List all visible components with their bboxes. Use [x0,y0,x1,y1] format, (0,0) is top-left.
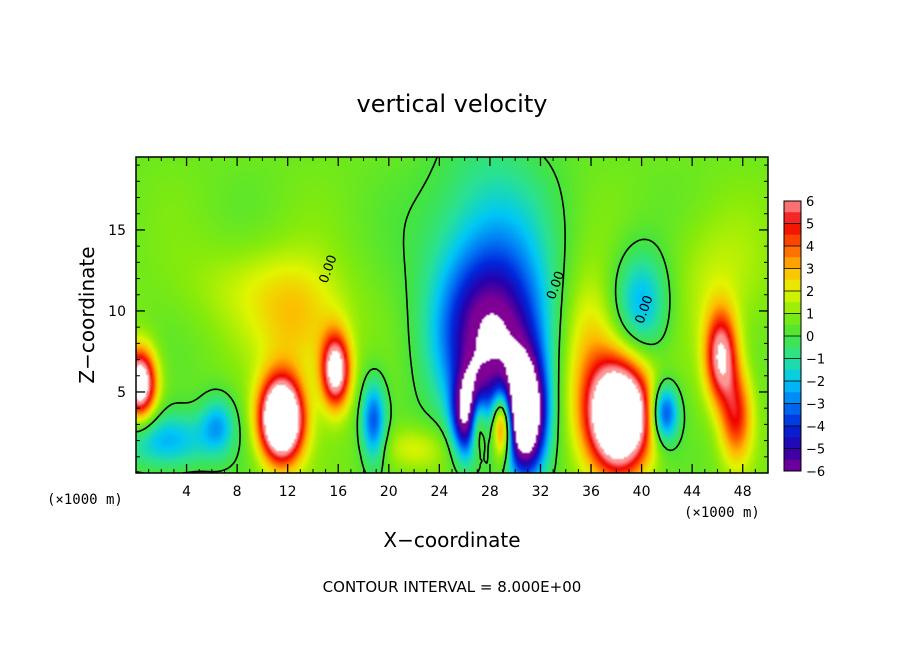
colorbar-label: 0 [806,330,814,345]
colorbar-swatch [784,336,801,348]
x-tick-label: 28 [481,484,499,500]
zero-contour-lines [136,157,686,473]
colorbar-swatch [784,246,801,258]
colorbar-swatch [784,403,801,416]
colorbar-swatch [784,291,801,303]
x-tick-label: 48 [734,484,752,500]
colorbar-swatch [784,313,801,326]
x-axis: 4 8 12 16 20 24 28 32 36 40 44 48 [148,157,756,500]
velocity-field-image [136,157,768,473]
colorbar-swatch [784,223,801,236]
x-tick-label: 8 [233,484,242,500]
colorbar-swatch [784,459,801,472]
contour-interval-note: CONTOUR INTERVAL = 8.000E+00 [323,578,582,596]
y-axis: 5 10 15 [108,164,768,458]
x-tick-label: 44 [683,484,701,500]
plot-area: 0.000.000.00 [135,156,769,474]
colorbar-label: 5 [806,218,814,233]
y-tick-label: 5 [117,385,126,401]
colorbar-label: 4 [806,240,814,255]
colorbar-swatch [784,437,801,449]
colorbar-swatch [784,426,801,438]
colorbar-swatch [784,358,801,371]
colorbar-swatch [784,268,801,281]
colorbar-swatch [784,392,801,404]
colorbar-swatch [784,369,801,382]
y-tick-label: 15 [108,223,126,239]
colorbar-swatch [784,201,801,213]
x-axis-title: X−coordinate [383,528,520,552]
colorbar-label: 6 [806,195,814,210]
colorbar-label: 2 [806,285,814,300]
colorbar-swatch [784,381,801,393]
colorbar: 6 5 4 3 2 1 0 −1 −2 −3 −4 −5 −6 [783,195,825,480]
x-unit-label-left: (×1000 m) [47,492,123,508]
colorbar-label: −2 [806,375,825,390]
x-tick-label: 16 [329,484,347,500]
x-tick-label: 36 [582,484,600,500]
x-tick-label: 12 [279,484,297,500]
colorbar-label: −1 [806,353,825,368]
x-unit-label-right: (×1000 m) [684,505,760,521]
y-tick-label: 10 [108,304,126,320]
colorbar-swatch [784,257,801,269]
colorbar-swatch [784,448,801,461]
x-tick-label: 20 [380,484,398,500]
colorbar-label: −5 [806,443,825,458]
x-tick-label: 4 [182,484,191,500]
x-tick-label: 32 [532,484,550,500]
x-tick-label: 40 [633,484,651,500]
x-tick-label: 24 [430,484,448,500]
colorbar-swatch [784,279,801,292]
chart-title: vertical velocity [357,90,548,118]
colorbar-label: −3 [806,398,825,413]
colorbar-label: 1 [806,308,814,323]
colorbar-label: −4 [806,420,825,435]
zero-contour-path [136,157,686,473]
y-axis-title: Z−coordinate [75,246,99,383]
colorbar-swatch [784,414,801,427]
colorbar-swatch [784,324,801,337]
colorbar-swatch [784,234,801,247]
colorbar-label: 3 [806,263,814,278]
colorbar-swatch [784,302,801,314]
colorbar-swatch [784,347,801,359]
colorbar-label: −6 [806,465,825,480]
colorbar-swatch [784,212,801,224]
